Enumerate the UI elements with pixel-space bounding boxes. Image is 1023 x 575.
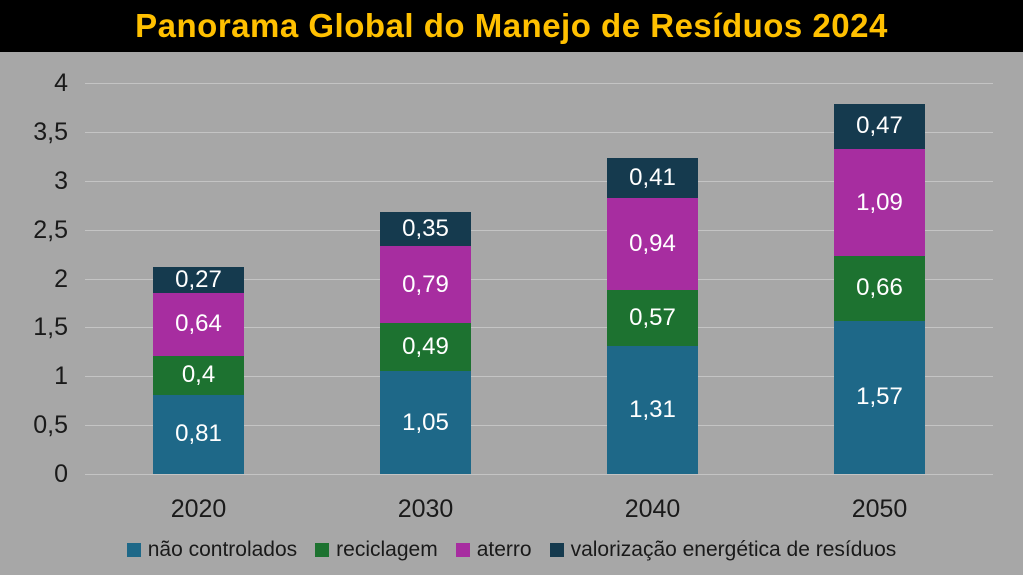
bar-segment-2030: 0,35 — [380, 212, 471, 247]
bar-value-label: 0,27 — [175, 265, 222, 293]
legend-swatch-icon — [315, 543, 330, 557]
bar-value-label: 1,57 — [856, 383, 903, 411]
x-axis-label: 2040 — [624, 495, 681, 523]
gridline — [85, 425, 993, 427]
y-tick-label: 3,5 — [33, 117, 68, 146]
y-tick-label: 0,5 — [33, 411, 68, 440]
bar-value-label: 1,31 — [629, 395, 676, 423]
bar-segment-2020: 0,64 — [153, 293, 244, 356]
gridline — [85, 474, 993, 475]
bar-value-label: 0,64 — [175, 310, 222, 338]
legend-item: valorização energética de resíduos — [549, 538, 897, 562]
bar-value-label: 0,4 — [181, 361, 216, 389]
bar-segment-2050: 0,66 — [834, 256, 925, 321]
gridline — [85, 376, 993, 378]
chart-title-bar: Panorama Global do Manejo de Resíduos 20… — [0, 0, 1023, 52]
legend-item: reciclagem — [315, 538, 438, 562]
gridline — [85, 229, 993, 231]
legend-swatch-icon — [549, 543, 564, 557]
gridline — [85, 327, 993, 329]
bar-segment-2050: 1,09 — [834, 149, 925, 257]
y-tick-label: 0 — [54, 460, 68, 488]
x-axis-label: 2030 — [397, 495, 454, 523]
legend-swatch-icon — [126, 543, 141, 557]
bar-value-label: 1,09 — [856, 188, 903, 216]
y-tick-label: 1 — [54, 362, 68, 391]
y-tick-label: 1,5 — [33, 313, 68, 342]
bar-segment-2040: 0,94 — [607, 198, 698, 291]
legend-swatch-icon — [455, 543, 470, 557]
legend-label: não controlados — [147, 538, 298, 561]
y-tick-label: 2,5 — [33, 215, 68, 244]
bar-value-label: 0,57 — [629, 304, 676, 332]
x-axis-label: 2020 — [170, 495, 227, 523]
legend-label: reciclagem — [336, 538, 438, 561]
legend-label: valorização energética de resíduos — [570, 538, 897, 561]
bar-segment-2020: 0,4 — [153, 355, 244, 395]
bar-segment-2030: 1,05 — [380, 371, 471, 474]
bar-value-label: 1,05 — [402, 408, 449, 436]
gridline — [85, 278, 993, 280]
bar-segment-2030: 0,49 — [380, 323, 471, 372]
bar-segment-2050: 1,57 — [834, 320, 925, 474]
bar-value-label: 0,79 — [402, 270, 449, 298]
bar-value-label: 0,41 — [629, 164, 676, 192]
gridline — [85, 131, 993, 133]
bar-segment-2020: 0,81 — [153, 394, 244, 474]
bar-value-label: 0,81 — [175, 420, 222, 448]
bar-segment-2040: 0,57 — [607, 290, 698, 346]
y-tick-label: 3 — [54, 166, 68, 195]
bar-segment-2040: 1,31 — [607, 345, 698, 474]
legend-label: aterro — [476, 538, 532, 561]
y-tick-label: 4 — [54, 69, 68, 97]
bar-segment-2030: 0,79 — [380, 246, 471, 324]
chart-title: Panorama Global do Manejo de Resíduos 20… — [135, 7, 888, 44]
y-tick-label: 2 — [54, 264, 68, 293]
x-axis-label: 2050 — [851, 495, 908, 523]
gridline — [85, 83, 993, 84]
bar-value-label: 0,47 — [856, 112, 903, 140]
bar-segment-2040: 0,41 — [607, 158, 698, 199]
bar-segment-2020: 0,27 — [153, 265, 244, 294]
bar-segment-2050: 0,47 — [834, 103, 925, 150]
legend-item: não controlados — [126, 538, 298, 562]
bar-value-label: 0,94 — [629, 230, 676, 258]
chart-area: 0 0,5 1 1,5 2 2,5 3 3,5 4 0,81 0,4 0,64 0,27 1,05 0,4… — [0, 52, 1023, 575]
bar-value-label: 0,66 — [856, 274, 903, 302]
bar-value-label: 0,35 — [402, 215, 449, 243]
legend-item: aterro — [455, 538, 532, 562]
gridline — [85, 180, 993, 182]
bar-value-label: 0,49 — [402, 333, 449, 361]
legend: não controlados reciclagem aterro valorizaç… — [0, 538, 1023, 562]
